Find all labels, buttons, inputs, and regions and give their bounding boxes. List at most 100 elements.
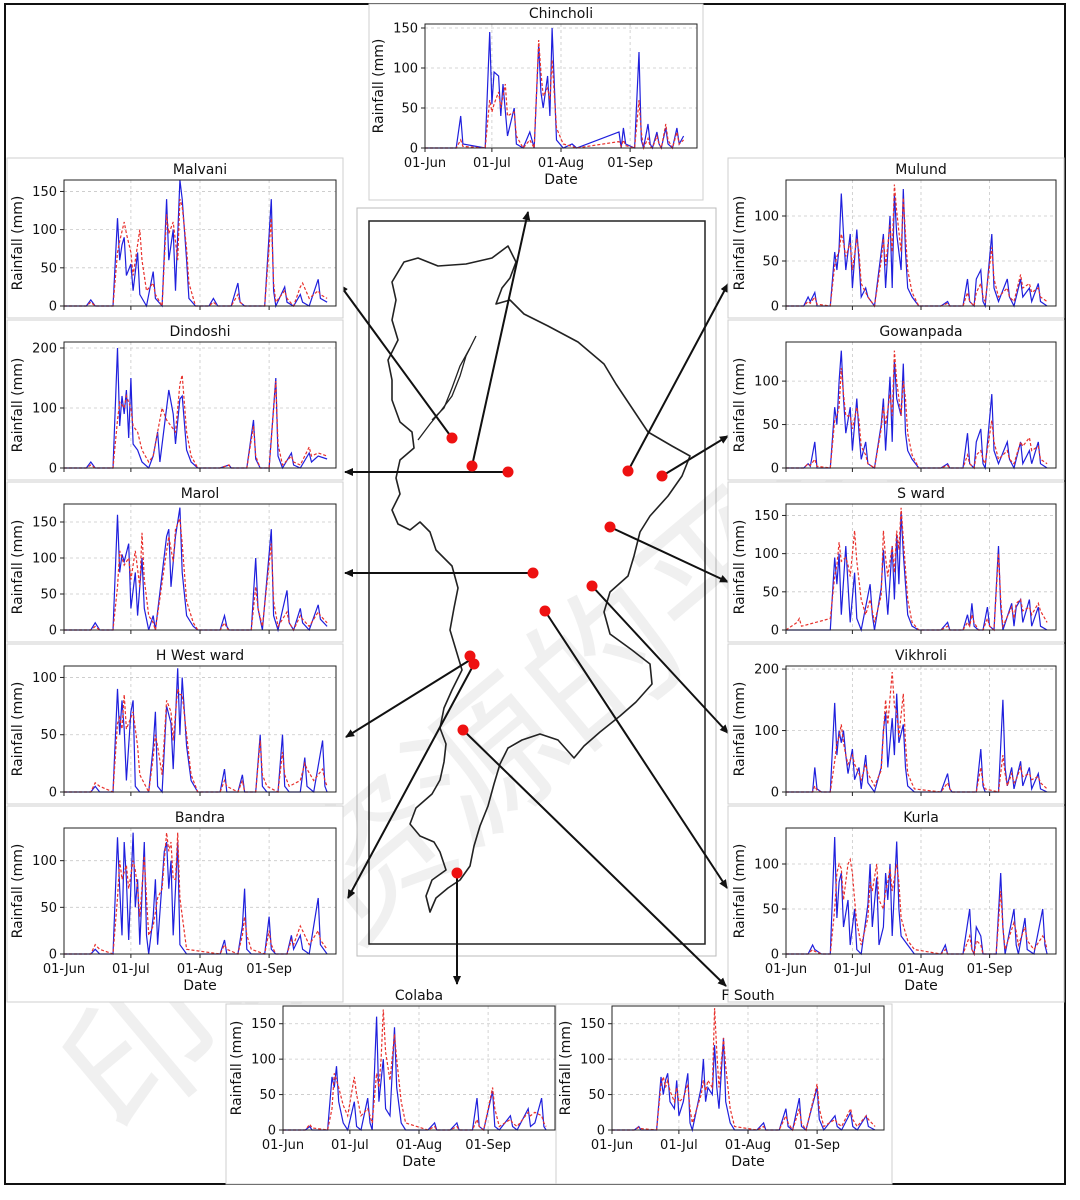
- y-tick-label: 150: [251, 1017, 276, 1032]
- y-tick-label: 0: [49, 786, 57, 801]
- panel-title: Mulund: [895, 162, 946, 178]
- y-tick-label: 0: [771, 624, 779, 639]
- y-tick-label: 150: [32, 516, 57, 531]
- y-axis-label: Rainfall (mm): [229, 1021, 245, 1116]
- x-tick-label: 01-Jul: [331, 1138, 369, 1153]
- panel-sward: S ward 0 50 100 150 Rainfall (mm): [727, 481, 1065, 643]
- y-axis-label: Rainfall (mm): [732, 844, 748, 939]
- observed-series-line: [64, 668, 328, 794]
- station-marker: [446, 432, 458, 444]
- x-axis-label: Date: [183, 978, 216, 994]
- y-tick-label: 0: [771, 462, 779, 477]
- y-axis-label: Rainfall (mm): [732, 682, 748, 777]
- station-marker: [468, 658, 480, 670]
- panel-gowanpada: Gowanpada 0 50 100 Rainfall (mm): [727, 319, 1065, 481]
- predicted-series-line: [786, 672, 1048, 793]
- y-tick-label: 0: [49, 300, 57, 315]
- y-axis-label: Rainfall (mm): [10, 844, 26, 939]
- y-tick-label: 50: [401, 102, 418, 117]
- y-tick-label: 0: [771, 948, 779, 963]
- y-tick-label: 50: [762, 418, 779, 433]
- predicted-series-line: [64, 374, 328, 469]
- y-tick-label: 50: [259, 1088, 276, 1103]
- map-inner-frame: [368, 220, 706, 945]
- arrow-hwest: [345, 659, 471, 738]
- y-axis-label: Rainfall (mm): [732, 358, 748, 453]
- panel-dindoshi: Dindoshi 0 100 200 Rainfall (mm): [6, 319, 344, 481]
- panel-title: Colaba: [395, 988, 443, 1004]
- panel-title: Dindoshi: [169, 324, 230, 340]
- x-tick-label: 01-Sep: [967, 962, 1013, 977]
- x-axis-label: Date: [402, 1154, 435, 1170]
- predicted-series-line: [786, 857, 1048, 956]
- predicted-series-line: [64, 198, 328, 309]
- x-tick-label: 01-Aug: [898, 962, 944, 977]
- predicted-series-line: [425, 39, 685, 151]
- station-arrows: [339, 211, 729, 987]
- observed-series-line: [425, 27, 685, 150]
- predicted-series-line: [64, 688, 328, 794]
- y-tick-label: 100: [754, 210, 779, 225]
- panel-background: [6, 157, 344, 319]
- station-marker: [604, 521, 616, 533]
- observed-series-line: [283, 1016, 547, 1132]
- y-tick-label: 0: [410, 142, 418, 157]
- y-axis-label: Rainfall (mm): [10, 196, 26, 291]
- panel-malvani: Malvani 0 50 100 150 Rainfall (mm): [6, 157, 344, 319]
- y-tick-label: 50: [40, 901, 57, 916]
- subplot-panels: Chincholi 0 50 100 150 Rainfall (mm) 01-Jun 01-…: [6, 3, 1065, 1185]
- predicted-series-line: [786, 184, 1048, 308]
- y-tick-label: 50: [762, 903, 779, 918]
- observed-series-line: [786, 350, 1048, 471]
- y-tick-label: 100: [393, 62, 418, 77]
- panel-marol: Marol 0 50 100 150 Rainfall (mm): [6, 481, 344, 643]
- x-tick-label: 01-Jun: [591, 1138, 633, 1153]
- y-tick-label: 100: [32, 402, 57, 417]
- panel-mulund: Mulund 0 50 100 Rainfall (mm): [727, 157, 1065, 319]
- arrow-vikhroli: [591, 585, 729, 734]
- y-tick-label: 0: [597, 1124, 605, 1139]
- panel-background: [555, 1003, 893, 1185]
- x-tick-label: 01-Jun: [404, 156, 446, 171]
- y-tick-label: 100: [32, 854, 57, 869]
- observed-series-line: [64, 179, 328, 309]
- x-axis-label: Date: [731, 1154, 764, 1170]
- panel-title: S ward: [897, 486, 945, 502]
- y-tick-label: 0: [49, 624, 57, 639]
- x-tick-label: 01-Jul: [112, 962, 150, 977]
- x-tick-label: 01-Jul: [473, 156, 511, 171]
- station-marker: [539, 605, 551, 617]
- y-tick-label: 100: [754, 375, 779, 390]
- creek-line-2: [431, 347, 471, 421]
- x-tick-label: 01-Jun: [262, 1138, 304, 1153]
- y-tick-label: 100: [251, 1053, 276, 1068]
- station-marker: [457, 724, 469, 736]
- y-tick-label: 50: [40, 728, 57, 743]
- y-tick-label: 50: [588, 1088, 605, 1103]
- station-marker: [451, 867, 463, 879]
- x-tick-label: 01-Sep: [607, 156, 653, 171]
- panel-colaba: Colaba 0 50 100 150 Rainfall (mm) 01-Jun 01-Jul…: [225, 988, 563, 1185]
- panel-title: Bandra: [175, 810, 225, 826]
- observed-series-line: [786, 693, 1048, 794]
- station-marker: [586, 580, 598, 592]
- panel-fsouth: F South 0 50 100 150 Rainfall (mm) 01-Jun 01-Ju…: [555, 988, 893, 1185]
- panel-background: [6, 481, 344, 643]
- panel-title: F South: [721, 988, 774, 1004]
- y-tick-label: 100: [32, 223, 57, 238]
- y-tick-label: 100: [754, 724, 779, 739]
- panel-chincholi: Chincholi 0 50 100 150 Rainfall (mm) 01-Jun 01-…: [368, 3, 704, 201]
- y-tick-label: 150: [32, 185, 57, 200]
- y-axis-label: Rainfall (mm): [371, 39, 387, 134]
- predicted-series-line: [283, 1009, 547, 1132]
- y-tick-label: 50: [762, 585, 779, 600]
- y-axis-label: Rainfall (mm): [558, 1021, 574, 1116]
- x-tick-label: 01-Sep: [794, 1138, 840, 1153]
- y-tick-label: 0: [268, 1124, 276, 1139]
- arrow-bandra: [347, 663, 475, 899]
- y-axis-label: Rainfall (mm): [10, 682, 26, 777]
- panel-background: [727, 805, 1065, 1003]
- arrow-gowanpada: [661, 435, 729, 477]
- panel-background: [6, 319, 344, 481]
